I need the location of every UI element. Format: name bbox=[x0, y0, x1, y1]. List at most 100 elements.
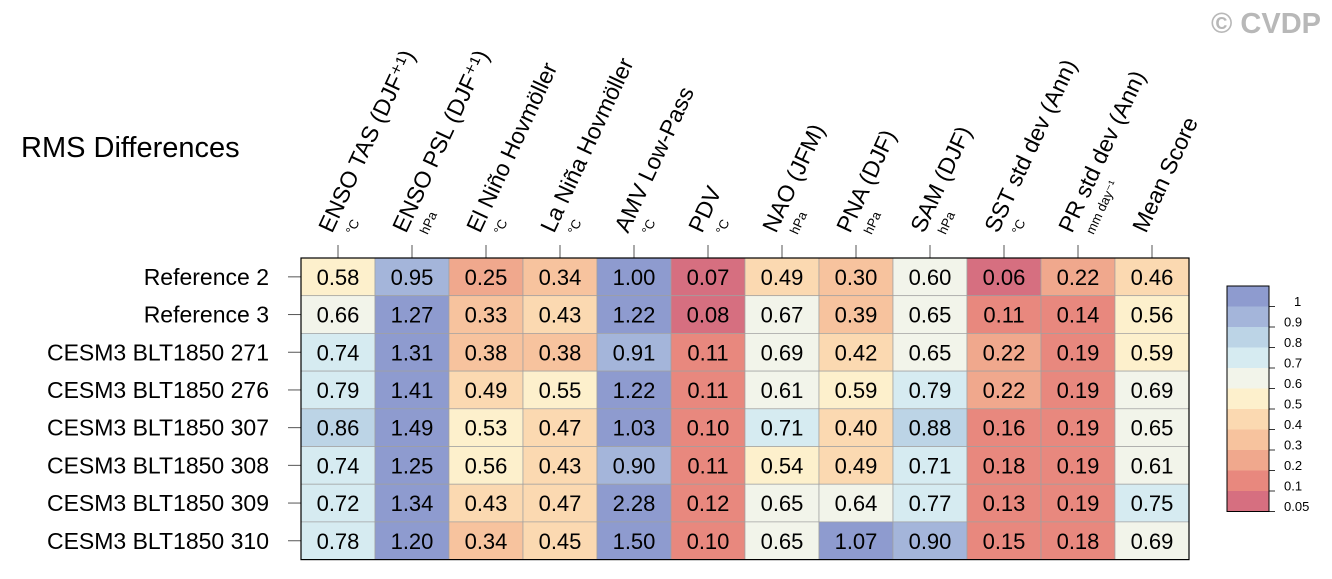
cell-value: 0.19 bbox=[1057, 340, 1100, 365]
cell-value: 0.78 bbox=[317, 529, 360, 554]
cell-value: 0.65 bbox=[761, 491, 804, 516]
cell-value: 0.30 bbox=[835, 265, 878, 290]
heatmap-cell bbox=[1114, 370, 1190, 410]
column-headers: ENSO TAS (DJF⁺¹)°C ENSO PSL (DJF⁺¹)hPa El … bbox=[313, 46, 1203, 258]
cell-value: 0.59 bbox=[835, 378, 878, 403]
heatmap-cell bbox=[670, 446, 746, 485]
row-label: CESM3 BLT1850 307 bbox=[47, 415, 269, 441]
colorbar-swatch bbox=[1227, 429, 1269, 450]
heatmap-cell bbox=[596, 408, 672, 447]
heatmap-cell bbox=[744, 295, 820, 334]
colorbar-tick-label: 0.5 bbox=[1284, 397, 1302, 412]
cell-value: 1.00 bbox=[613, 265, 656, 290]
cell-value: 1.22 bbox=[613, 378, 656, 403]
row-label: CESM3 BLT1850 309 bbox=[47, 490, 269, 516]
heatmap-cell bbox=[744, 408, 820, 447]
heatmap-cell bbox=[300, 295, 376, 334]
row-label: CESM3 BLT1850 310 bbox=[47, 528, 269, 554]
column-header: Mean Score bbox=[1127, 113, 1203, 236]
colorbar-swatch bbox=[1227, 388, 1269, 409]
heatmap-cell bbox=[892, 483, 968, 523]
colorbar-tick-label: 0.4 bbox=[1284, 417, 1302, 432]
heatmap-cell bbox=[374, 446, 450, 485]
colorbar-tick-label: 1 bbox=[1294, 294, 1301, 309]
colorbar-tick-label: 0.8 bbox=[1284, 335, 1302, 350]
cell-value: 0.18 bbox=[1057, 529, 1100, 554]
cell-value: 0.47 bbox=[539, 416, 582, 441]
cell-value: 0.16 bbox=[983, 416, 1026, 441]
cell-value: 0.11 bbox=[983, 303, 1024, 328]
cell-value: 0.49 bbox=[761, 265, 804, 290]
column-header-unit: °C bbox=[1009, 217, 1029, 237]
column-header-unit: °C bbox=[491, 217, 511, 237]
cell-value: 1.50 bbox=[613, 529, 656, 554]
cell-value: 0.22 bbox=[983, 378, 1026, 403]
cell-value: 0.88 bbox=[909, 416, 952, 441]
cell-value: 0.65 bbox=[909, 340, 952, 365]
cell-value: 0.19 bbox=[1057, 416, 1100, 441]
cell-value: 0.90 bbox=[909, 529, 952, 554]
heatmap-cell bbox=[1114, 333, 1190, 372]
cell-value: 0.33 bbox=[465, 303, 508, 328]
heatmap-cell bbox=[522, 295, 598, 334]
colorbar-tick-label: 0.1 bbox=[1284, 479, 1302, 494]
heatmap-cell bbox=[818, 333, 894, 372]
heatmap-cell bbox=[670, 370, 746, 410]
colorbar-swatch bbox=[1227, 347, 1269, 368]
colorbar-border bbox=[1226, 285, 1270, 512]
column-header-unit: °C bbox=[713, 217, 733, 237]
cell-value: 0.77 bbox=[909, 491, 952, 516]
heatmap-cell bbox=[744, 483, 820, 523]
heatmap-cell bbox=[818, 295, 894, 334]
cell-value: 0.69 bbox=[761, 340, 804, 365]
heatmap-cell bbox=[374, 333, 450, 372]
heatmap-cell bbox=[1114, 483, 1190, 523]
heatmap-cell bbox=[300, 408, 376, 447]
heatmap-cell bbox=[744, 521, 820, 560]
cell-value: 0.12 bbox=[687, 491, 730, 516]
heatmap-cell bbox=[818, 257, 894, 297]
cell-value: 0.42 bbox=[835, 340, 878, 365]
colorbar-swatch bbox=[1227, 327, 1269, 348]
cell-value: 0.71 bbox=[761, 416, 804, 441]
cell-value: 1.27 bbox=[391, 303, 434, 328]
cell-value: 0.58 bbox=[317, 265, 360, 290]
cell-value: 0.11 bbox=[687, 378, 728, 403]
heatmap-cell bbox=[374, 370, 450, 410]
heatmap-cell bbox=[522, 333, 598, 372]
column-header: PNA (DJF)hPa bbox=[831, 126, 901, 237]
heatmap-cell bbox=[818, 521, 894, 560]
cell-value: 1.49 bbox=[391, 416, 434, 441]
chart-title: RMS Differences bbox=[21, 132, 240, 164]
cell-value: 0.11 bbox=[687, 340, 728, 365]
heatmap-border bbox=[300, 257, 1190, 561]
cell-value: 0.79 bbox=[317, 378, 360, 403]
cell-value: 0.46 bbox=[1131, 265, 1174, 290]
heatmap-cell bbox=[596, 295, 672, 334]
column-header-unit: °C bbox=[565, 217, 585, 237]
heatmap-cell bbox=[300, 370, 376, 410]
colorbar-swatch bbox=[1227, 368, 1269, 389]
cell-value: 0.86 bbox=[317, 416, 360, 441]
colorbar-tick-label: 0.2 bbox=[1284, 458, 1302, 473]
cell-value: 0.74 bbox=[317, 453, 360, 478]
heatmap-cell bbox=[1040, 257, 1116, 297]
cell-value: 0.56 bbox=[1131, 303, 1174, 328]
cell-value: 1.20 bbox=[391, 529, 434, 554]
heatmap-cell bbox=[300, 483, 376, 523]
heatmap-cell bbox=[966, 333, 1042, 372]
heatmap-cell bbox=[1040, 446, 1116, 485]
colorbar-swatch bbox=[1227, 470, 1269, 491]
colorbar-tick-label: 0.05 bbox=[1284, 499, 1309, 514]
colorbar-tick-label: 0.3 bbox=[1284, 438, 1302, 453]
heatmap-cell bbox=[670, 333, 746, 372]
cell-value: 0.65 bbox=[1131, 416, 1174, 441]
heatmap-cell bbox=[670, 295, 746, 334]
cell-value: 0.65 bbox=[909, 303, 952, 328]
heatmap-cell bbox=[892, 370, 968, 410]
heatmap-cell bbox=[744, 370, 820, 410]
heatmap-cell bbox=[522, 370, 598, 410]
heatmap-cell bbox=[966, 295, 1042, 334]
column-header-unit: °C bbox=[639, 217, 659, 237]
